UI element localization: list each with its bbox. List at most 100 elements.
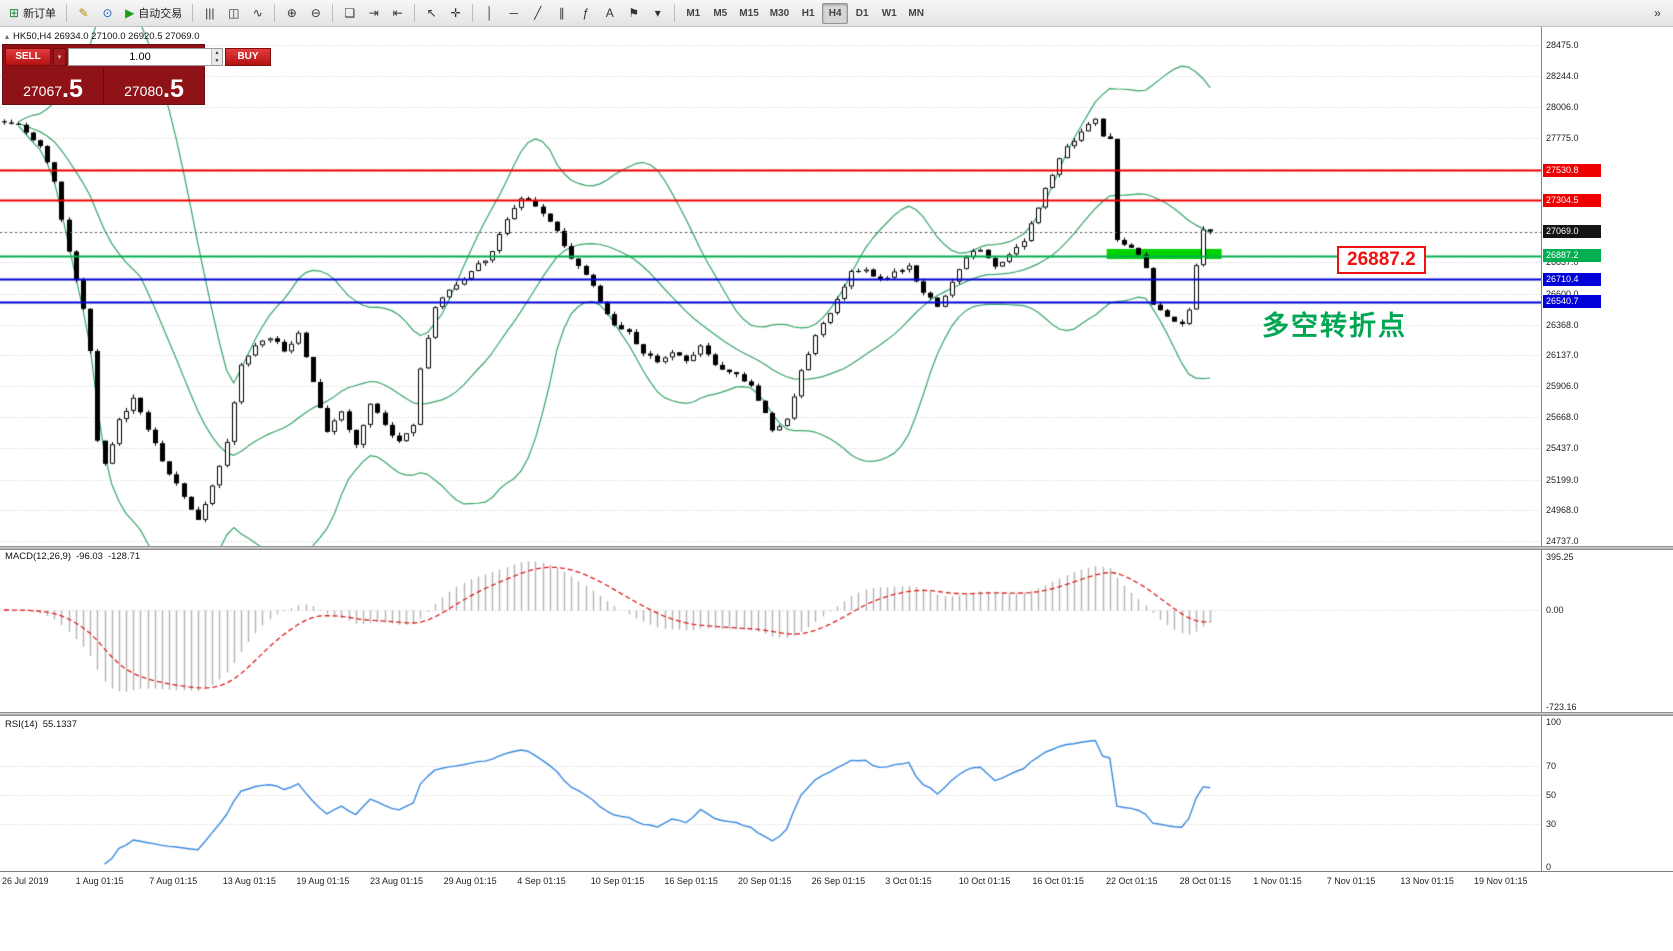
text-button[interactable]: A (598, 3, 621, 24)
timeframe-w1-button[interactable]: W1 (881, 7, 897, 19)
toolbar-group-zoom: ⊕ ⊖ (280, 3, 327, 24)
market-watch-button[interactable]: ⊙ (96, 3, 119, 24)
turning-point-annotation[interactable]: 多空转折点 (1262, 311, 1407, 341)
time-axis-label: 10 Sep 01:15 (590, 876, 645, 886)
time-axis-label: 20 Sep 01:15 (738, 876, 792, 886)
chart-shift-button[interactable]: ⇤ (386, 3, 409, 24)
price-axis-label: 28006.0 (1546, 102, 1579, 113)
volume-preset-dropdown[interactable]: ▾ (53, 47, 66, 66)
rsi-axis-label: 70 (1546, 760, 1557, 771)
buy-price-frac: .5 (163, 75, 184, 103)
new-order-label: 新订单 (23, 8, 57, 20)
time-axis-label: 7 Aug 01:15 (149, 876, 198, 886)
vertical-line-button[interactable]: │ (478, 3, 501, 24)
tile-windows-button[interactable]: ❏ (338, 3, 361, 24)
bar-chart-icon: ||| (205, 6, 215, 20)
line-chart-button[interactable]: ∿ (246, 3, 269, 24)
more-tools-button[interactable]: » (1646, 3, 1669, 24)
channel-button[interactable]: ∥ (550, 3, 573, 24)
macd-pane-splitter[interactable] (0, 546, 1673, 550)
vertical-line-icon: │ (486, 6, 494, 20)
timeframe-m15-button[interactable]: M15 (739, 7, 759, 19)
shapes-button[interactable]: ▾ (646, 3, 669, 24)
timeframe-m30-button[interactable]: M30 (769, 7, 790, 19)
time-axis-label: 1 Aug 01:15 (75, 876, 124, 886)
time-axis-label: 23 Aug 01:15 (370, 876, 424, 886)
time-axis-label: 26 Jul 2019 (2, 876, 49, 886)
timeframe-mn-button[interactable]: MN (908, 7, 924, 19)
price-axis-badge: 27304.5 (1543, 193, 1601, 207)
line-chart-icon: ∿ (252, 6, 263, 20)
toolbar-separator (66, 4, 68, 22)
crosshair-button[interactable]: ✛ (444, 3, 467, 24)
rsi-value: 55.1337 (42, 719, 78, 730)
toolbar-separator (674, 4, 676, 22)
toolbar-group-overflow: » (1646, 3, 1669, 24)
text-icon: A (605, 6, 614, 20)
timeframe-d1-button[interactable]: D1 (855, 7, 869, 19)
timeframe-m5-button[interactable]: M5 (713, 7, 728, 19)
rsi-pane-splitter[interactable] (0, 712, 1673, 716)
trendline-button[interactable]: ╱ (526, 3, 549, 24)
rsi-axis-label: 50 (1546, 789, 1557, 800)
time-scale[interactable]: 26 Jul 2019 1 Aug 01:15 7 Aug 01:15 13 Aug … (0, 871, 1673, 893)
trade-controls-row: SELL ▾ ▲ ▼ BUY (3, 45, 271, 68)
auto-trading-button[interactable]: ▶ 自动交易 (120, 3, 187, 24)
timeframe-h1-button[interactable]: H1 (801, 7, 815, 19)
zoom-out-icon: ⊖ (310, 6, 321, 20)
time-axis-label: 29 Aug 01:15 (443, 876, 497, 886)
price-axis-badge: 27069.0 (1543, 225, 1601, 239)
one-click-trading-panel: SELL ▾ ▲ ▼ BUY 27067 .5 27080 .5 (2, 44, 271, 105)
market-watch-icon: ⊙ (102, 6, 113, 20)
toolbar-separator (414, 4, 416, 22)
toolbar-group-draw-tools: │ ─ ╱ ∥ ƒ A ⚑ ▾ (478, 3, 669, 24)
volume-up-button[interactable]: ▲ (212, 48, 222, 57)
price-alert-box[interactable]: 26887.2 (1337, 246, 1426, 274)
toolbar-group-chart-types: ||| ◫ ∿ (198, 3, 269, 24)
zoom-in-button[interactable]: ⊕ (280, 3, 303, 24)
sell-price[interactable]: 27067 .5 (3, 68, 103, 104)
macd-axis-label: 0.00 (1546, 605, 1564, 615)
horizontal-line-button[interactable]: ─ (502, 3, 525, 24)
more-tools-icon: » (1654, 6, 1661, 20)
candlestick-chart-button[interactable]: ◫ (222, 3, 245, 24)
label-button[interactable]: ⚑ (622, 3, 645, 24)
time-axis-label: 7 Nov 01:15 (1326, 876, 1376, 886)
buy-price[interactable]: 27080 .5 (104, 68, 204, 104)
collapse-panel-icon[interactable]: ▴ (5, 32, 10, 41)
time-axis-label: 3 Oct 01:15 (885, 876, 932, 886)
metaeditor-button[interactable]: ✎ (72, 3, 95, 24)
volume-down-button[interactable]: ▼ (212, 56, 222, 65)
volume-input[interactable] (69, 48, 211, 65)
zoom-out-button[interactable]: ⊖ (304, 3, 327, 24)
new-order-button[interactable]: ⊞ 新订单 (4, 3, 61, 24)
time-axis-label: 13 Aug 01:15 (222, 876, 276, 886)
rsi-indicator-header: RSI(14) 55.1337 (5, 719, 77, 730)
fibonacci-button[interactable]: ƒ (574, 3, 597, 24)
price-scale[interactable]: 28475.0 28244.0 28006.0 27775.0 26837.0 26600… (1541, 27, 1673, 872)
macd-axis-label: 395.25 (1546, 552, 1574, 562)
chart-canvas[interactable] (0, 27, 1541, 871)
timeframe-m1-button[interactable]: M1 (686, 7, 701, 19)
auto-scroll-button[interactable]: ⇥ (362, 3, 385, 24)
time-axis-label: 26 Sep 01:15 (811, 876, 866, 886)
timeframe-h4-button[interactable]: H4 (822, 2, 849, 24)
toolbar-group-cursor-tools: ↖ ✛ (420, 3, 467, 24)
price-axis-label: 26137.0 (1546, 350, 1579, 361)
crosshair-icon: ✛ (450, 6, 461, 20)
auto-trading-icon: ▶ (125, 6, 135, 20)
volume-spinner: ▲ ▼ (211, 48, 222, 65)
macd-axis-label: -723.16 (1546, 702, 1577, 712)
bar-chart-button[interactable]: ||| (198, 3, 221, 24)
cursor-button[interactable]: ↖ (420, 3, 443, 24)
symbol-ohlc-text: HK50,H4 26934.0 27100.0 26920.5 27069.0 (13, 31, 200, 42)
metaeditor-icon: ✎ (78, 6, 89, 20)
sell-button[interactable]: SELL (5, 47, 51, 66)
price-axis-label: 25199.0 (1546, 474, 1579, 485)
rsi-axis-label: 0 (1546, 862, 1552, 872)
toolbar-group-windows: ❏ ⇥ ⇤ (338, 3, 409, 24)
buy-button[interactable]: BUY (225, 47, 271, 66)
symbol-header: ▴ HK50,H4 26934.0 27100.0 26920.5 27069.… (5, 31, 199, 42)
price-axis-label: 25668.0 (1546, 412, 1579, 423)
macd-title: MACD(12,26,9) (5, 551, 71, 562)
